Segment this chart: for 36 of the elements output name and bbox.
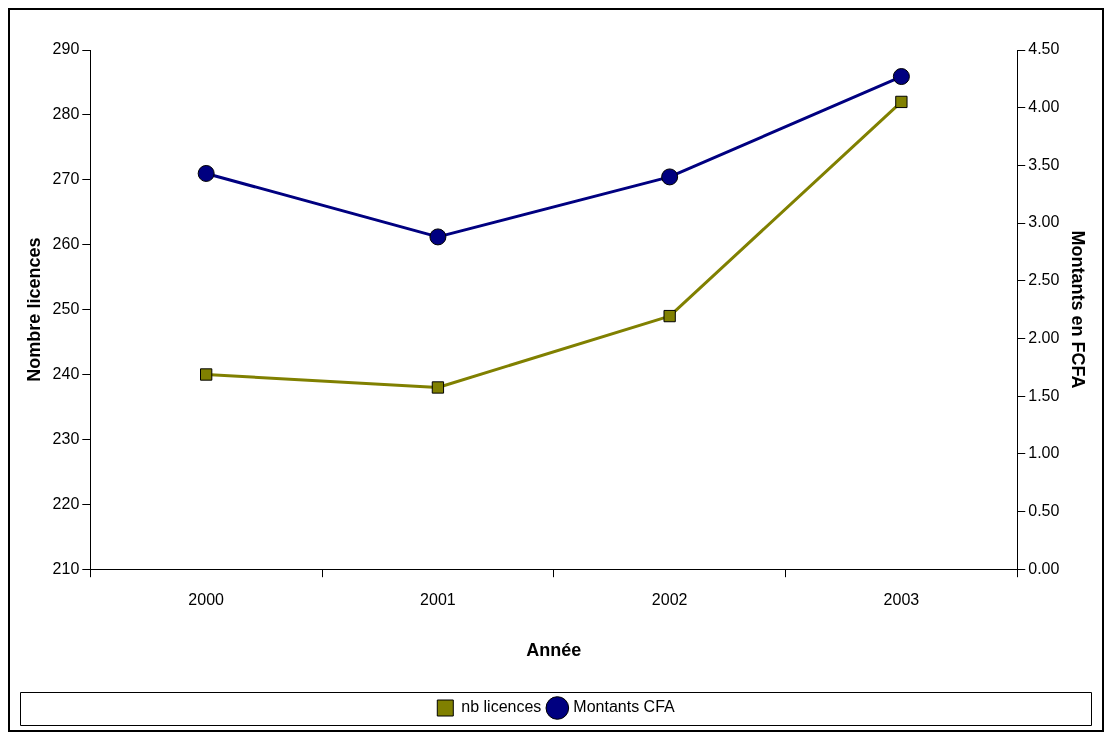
- x-tick-label: 2001: [420, 591, 456, 609]
- point: [895, 95, 908, 109]
- legend-label: nb licences: [461, 698, 542, 716]
- y2-tick-label: 2.00: [1028, 328, 1060, 346]
- point: [429, 228, 447, 246]
- point: [197, 164, 215, 182]
- x-tick-label: 2000: [188, 591, 225, 609]
- y-axis-title: Nombre licences: [23, 237, 44, 382]
- y2-tick-label: 3.50: [1028, 155, 1060, 173]
- y-tick-label: 210: [52, 559, 80, 577]
- y2-tick-label: 0.00: [1028, 559, 1060, 577]
- y-tick-label: 240: [52, 364, 80, 382]
- y-tick-label: 250: [52, 300, 80, 318]
- y2-tick-label: 4.00: [1028, 98, 1060, 116]
- y2-axis-title: Montants en FCFA: [1068, 230, 1089, 389]
- point: [663, 309, 676, 323]
- y2-tick-label: 2.50: [1028, 271, 1060, 289]
- y2-tick-label: 1.50: [1028, 386, 1060, 404]
- y-tick-label: 290: [52, 40, 80, 58]
- x-tick-label: 2002: [651, 591, 688, 609]
- x-axis-title: Année: [526, 640, 582, 661]
- y-tick-label: 220: [52, 494, 80, 512]
- y-tick-label: 280: [52, 105, 80, 123]
- y2-tick-label: 1.00: [1028, 444, 1060, 462]
- y2-tick-label: 4.50: [1028, 40, 1060, 58]
- point: [661, 168, 679, 186]
- point: [431, 381, 445, 394]
- y2-tick-label: 0.50: [1028, 501, 1060, 519]
- y-tick-label: 230: [52, 429, 80, 447]
- point: [200, 368, 213, 381]
- point: [892, 68, 910, 86]
- y-tick-label: 270: [52, 170, 80, 188]
- x-tick-label: 2003: [883, 591, 920, 609]
- y-tick-label: 260: [52, 235, 80, 253]
- y2-tick-label: 3.00: [1028, 213, 1060, 231]
- legend-label: Montants CFA: [573, 698, 676, 716]
